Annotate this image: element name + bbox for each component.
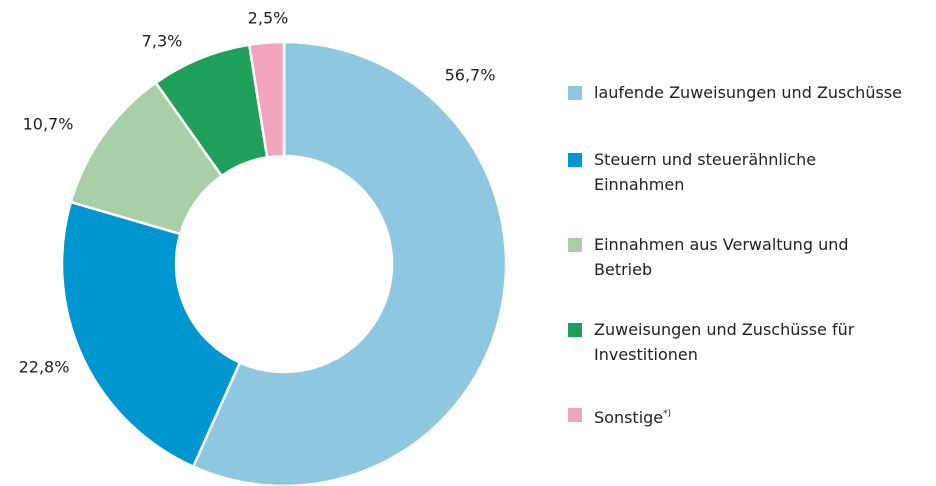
donut-segment	[60, 200, 242, 469]
legend-text: laufende Zuweisungen und Zuschüsse	[594, 80, 936, 105]
legend-text: Steuern und steuerähnliche Einnahmen	[594, 147, 874, 197]
data-label: 7,3%	[142, 32, 183, 51]
legend-swatch	[568, 408, 582, 422]
footnote-mark: *)	[663, 409, 672, 419]
legend-swatch	[568, 238, 582, 252]
data-label: 22,8%	[19, 358, 70, 377]
legend-swatch	[568, 86, 582, 100]
legend-label: Sonstige	[594, 408, 664, 427]
donut-segment	[247, 40, 286, 159]
legend-item: laufende Zuweisungen und Zuschüsse	[568, 80, 936, 105]
legend-label: Einnahmen aus Verwaltung und Betrieb	[594, 235, 849, 279]
legend-item: Steuern und steuerähnliche Einnahmen	[568, 147, 874, 197]
legend-label: Steuern und steuerähnliche Einnahmen	[594, 150, 817, 194]
legend-text: Zuweisungen und Zuschüsse für Investitio…	[594, 317, 874, 367]
data-label: 2,5%	[248, 9, 289, 28]
legend-swatch	[568, 153, 582, 167]
data-label: 56,7%	[445, 66, 496, 85]
legend-item: Zuweisungen und Zuschüsse für Investitio…	[568, 317, 874, 367]
legend-text: Einnahmen aus Verwaltung und Betrieb	[594, 232, 874, 282]
data-label: 10,7%	[23, 115, 74, 134]
legend-item: Sonstige*)	[568, 402, 874, 430]
legend-swatch	[568, 323, 582, 337]
legend-item: Einnahmen aus Verwaltung und Betrieb	[568, 232, 874, 282]
legend-label: Zuweisungen und Zuschüsse für Investitio…	[594, 320, 855, 364]
legend-label: laufende Zuweisungen und Zuschüsse	[594, 83, 902, 102]
legend-text: Sonstige*)	[594, 402, 874, 430]
